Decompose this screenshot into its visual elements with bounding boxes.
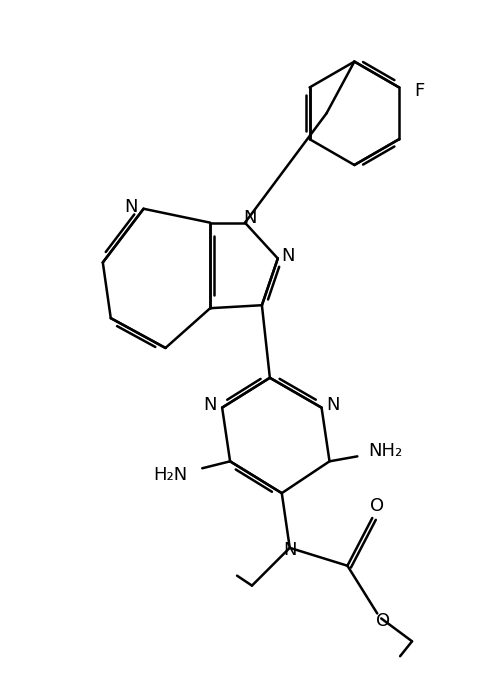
Text: H₂N: H₂N bbox=[153, 466, 188, 484]
Text: N: N bbox=[243, 209, 257, 226]
Text: NH₂: NH₂ bbox=[368, 443, 402, 460]
Text: N: N bbox=[203, 395, 217, 414]
Text: O: O bbox=[376, 612, 390, 631]
Text: N: N bbox=[281, 248, 294, 265]
Text: N: N bbox=[283, 541, 296, 559]
Text: F: F bbox=[414, 83, 424, 101]
Text: N: N bbox=[327, 395, 340, 414]
Text: N: N bbox=[124, 198, 137, 215]
Text: O: O bbox=[370, 497, 384, 515]
